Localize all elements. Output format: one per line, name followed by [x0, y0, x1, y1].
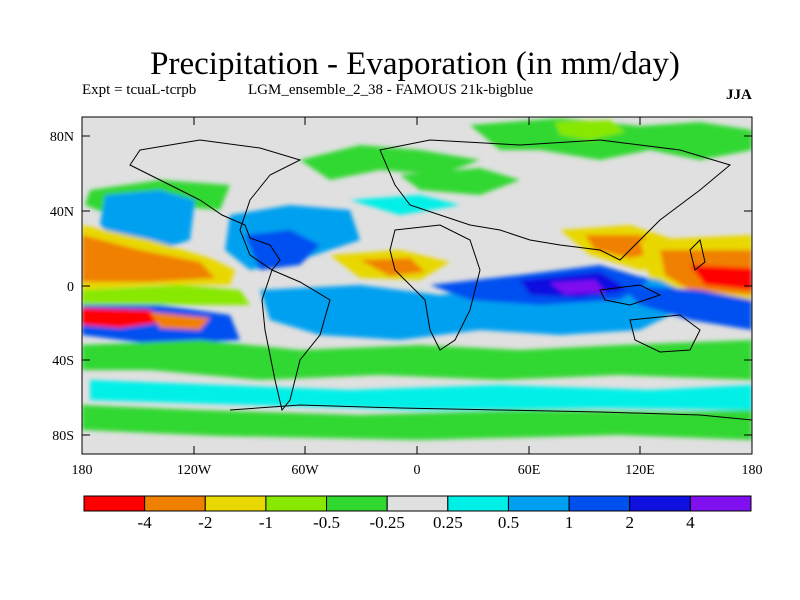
- run-label: LGM_ensemble_2_38 - FAMOUS 21k-bigblue: [248, 82, 534, 98]
- colorbar-swatch: [629, 495, 691, 512]
- patch-darkblue: [620, 285, 752, 330]
- colorbar-swatch: [507, 495, 570, 512]
- patch-orange: [360, 258, 425, 276]
- patch-green: [470, 118, 752, 160]
- lat-label: 0: [67, 280, 74, 295]
- patch-cyan: [350, 195, 460, 215]
- patch-green: [82, 405, 752, 440]
- lat-ticks: [82, 135, 752, 436]
- colorbar-label: -1: [259, 513, 273, 532]
- lat-label: 80S: [52, 429, 74, 444]
- colorbar-label: -0.25: [369, 513, 404, 532]
- colorbar-labels: -4 -2 -1 -0.5 -0.25 0.25 0.5 1 2 4: [138, 513, 696, 532]
- colorbar-label: 0.5: [498, 513, 519, 532]
- lon-label: 180: [742, 463, 763, 478]
- colorbar-swatch: [144, 495, 206, 512]
- lon-label: 120E: [625, 463, 655, 478]
- colorbar-label: 2: [625, 513, 634, 532]
- chart-title: Precipitation - Evaporation (in mm/day): [150, 46, 680, 82]
- colorbar-label: 0.25: [433, 513, 463, 532]
- lat-label: 40N: [50, 205, 74, 220]
- lon-label: 0: [414, 463, 421, 478]
- colorbar-label: 4: [686, 513, 695, 532]
- colorbar-label: -0.5: [313, 513, 340, 532]
- patch-orange: [82, 235, 215, 282]
- patch-red: [82, 308, 165, 328]
- patch-darkblue: [245, 230, 320, 270]
- patch-lime: [555, 120, 625, 140]
- colorbar: [83, 495, 752, 512]
- lon-label: 60E: [518, 463, 541, 478]
- lon-label: 60W: [291, 463, 319, 478]
- patch-violet: [550, 280, 605, 294]
- lat-label: 80N: [50, 130, 74, 145]
- field-contours: [82, 118, 752, 440]
- patch-cyan: [90, 380, 752, 410]
- colorbar-swatch: [326, 495, 388, 512]
- lon-label: 180: [72, 463, 93, 478]
- colorbar-swatch: [265, 495, 328, 512]
- colorbar-label: 1: [565, 513, 574, 532]
- colorbar-swatch: [386, 495, 449, 512]
- patch-red: [690, 265, 752, 290]
- experiment-label: Expt = tcuaL-tcrpb: [82, 82, 197, 98]
- colorbar-label: -2: [198, 513, 212, 532]
- coastlines: [129, 139, 752, 421]
- colorbar-swatch: [689, 495, 752, 512]
- patch-green: [82, 340, 752, 380]
- colorbar-swatch: [447, 495, 509, 512]
- patch-lime: [82, 285, 250, 305]
- colorbar-swatch: [83, 495, 146, 512]
- patch-green: [400, 168, 520, 195]
- colorbar-swatch: [204, 495, 267, 512]
- colorbar-label: -4: [138, 513, 153, 532]
- patch-orange: [150, 312, 210, 330]
- colorbar-swatch: [568, 495, 631, 512]
- season-label: JJA: [726, 87, 752, 103]
- lat-label: 40S: [52, 354, 74, 369]
- lon-label: 120W: [177, 463, 212, 478]
- patch-green: [300, 145, 480, 180]
- lon-ticks: [193, 117, 641, 454]
